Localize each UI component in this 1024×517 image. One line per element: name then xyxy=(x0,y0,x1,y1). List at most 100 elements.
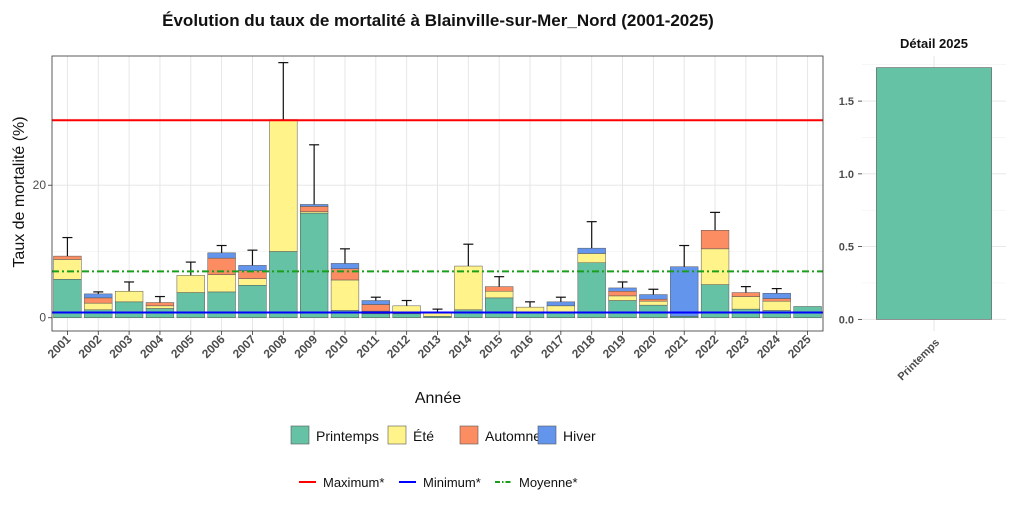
error-bar-2011 xyxy=(370,296,381,301)
bar-2014-Printemps xyxy=(454,309,483,318)
error-bar-2021 xyxy=(679,244,690,267)
error-bar-2022 xyxy=(710,211,721,231)
legend-label: Hiver xyxy=(563,428,596,444)
x-tick-label-2009: 2009 xyxy=(291,332,320,361)
legend-item-Maximum: Maximum* xyxy=(299,475,384,490)
x-tick-label-2014: 2014 xyxy=(446,332,475,361)
legend-label: Minimum* xyxy=(423,475,481,490)
legend-label: Été xyxy=(413,428,434,444)
x-tick-label-2001: 2001 xyxy=(45,332,74,361)
error-bar-2004 xyxy=(154,295,165,303)
legend-item-Moyenne: Moyenne* xyxy=(495,475,578,490)
bar-2003-Printemps xyxy=(114,301,144,318)
bar-2001-Automne xyxy=(53,255,82,260)
bar-2019-Hiver xyxy=(608,287,637,292)
bar-2012-Printemps xyxy=(392,313,421,318)
detail-bar-Printemps xyxy=(876,67,992,320)
error-bar-2015 xyxy=(494,276,505,287)
legend: Printemps Été Automne Hiver Maximum* Minimum*… xyxy=(290,425,596,490)
bar-2002-Printemps xyxy=(84,309,113,318)
error-bar-2017 xyxy=(555,296,566,302)
bar-2015-Printemps xyxy=(485,297,514,318)
bar-2011-Automne xyxy=(361,304,390,312)
legend-item-Hiver: Hiver xyxy=(537,425,596,445)
bar-2021-Hiver xyxy=(670,266,699,317)
x-tick-label-2016: 2016 xyxy=(507,332,536,361)
bar-2018-Hiver xyxy=(577,247,606,254)
bar-2019-Automne xyxy=(608,290,637,297)
bar-2015-Automne xyxy=(485,286,514,292)
x-tick-label-2003: 2003 xyxy=(106,332,135,361)
bar-2005-Été xyxy=(176,275,205,293)
bar-2002-Hiver xyxy=(84,293,113,299)
bar-2008-Été xyxy=(269,119,298,252)
x-tick-label-2015: 2015 xyxy=(477,332,506,361)
bar-2022-Été xyxy=(700,248,730,285)
legend-label: Automne xyxy=(485,428,541,444)
bar-2024-Automne xyxy=(762,298,791,302)
main-chart-title: Évolution du taux de mortalité à Blainvi… xyxy=(162,11,714,30)
error-bar-2003 xyxy=(124,281,135,292)
legend-item-Printemps: Printemps xyxy=(290,425,379,445)
bar-2010-Été xyxy=(330,279,360,311)
legend-label: Maximum* xyxy=(323,475,384,490)
error-bar-2009 xyxy=(309,144,320,205)
x-tick-label-2002: 2002 xyxy=(76,332,105,361)
legend-swatch xyxy=(537,425,557,445)
x-tick-label-2004: 2004 xyxy=(137,332,166,361)
bar-2014-Été xyxy=(454,265,483,311)
bar-2009-Printemps xyxy=(300,212,329,318)
detail-y-tick-label-0.5: 0.5 xyxy=(839,242,854,254)
error-bar-2010 xyxy=(339,248,350,264)
error-bar-2008 xyxy=(278,62,289,120)
legend-label: Moyenne* xyxy=(519,475,578,490)
x-tick-label-2017: 2017 xyxy=(538,332,567,361)
bar-2001-Printemps xyxy=(53,279,82,318)
detail-y-tick-label-1: 1.0 xyxy=(839,169,854,181)
error-bar-2020 xyxy=(648,288,659,295)
x-tick-label-2020: 2020 xyxy=(631,332,660,361)
x-tick-label-2005: 2005 xyxy=(168,332,197,361)
x-tick-label-2019: 2019 xyxy=(600,332,629,361)
x-tick-label-2006: 2006 xyxy=(199,332,228,361)
bar-2024-Hiver xyxy=(762,292,791,299)
bar-2020-Hiver xyxy=(639,294,668,300)
y-axis-title: Taux de mortalité (%) xyxy=(11,116,28,267)
error-bar-2005 xyxy=(185,261,196,276)
x-tick-label-2022: 2022 xyxy=(692,332,721,361)
error-bar-2019 xyxy=(617,281,628,288)
error-bar-2012 xyxy=(401,299,412,306)
bar-2023-Automne xyxy=(731,292,761,297)
bar-2001-Été xyxy=(53,259,82,280)
bar-2008-Printemps xyxy=(269,251,298,318)
bar-2003-Été xyxy=(114,290,144,303)
detail-chart-title: Détail 2025 xyxy=(900,36,968,51)
legend-label: Printemps xyxy=(316,428,379,444)
error-bar-2006 xyxy=(216,244,227,253)
bar-2006-Hiver xyxy=(207,252,236,259)
detail-y-tick-label-0: 0.0 xyxy=(839,314,854,326)
bar-2020-Été xyxy=(639,300,668,306)
bar-2015-Été xyxy=(485,290,514,299)
bar-2004-Été xyxy=(145,305,175,309)
error-bar-2023 xyxy=(740,286,751,293)
y-tick-label-20: 20 xyxy=(33,178,47,192)
bar-2011-Hiver xyxy=(361,300,390,305)
x-tick-label-2007: 2007 xyxy=(230,332,259,361)
x-tick-label-2024: 2024 xyxy=(754,332,783,361)
x-tick-label-2023: 2023 xyxy=(723,332,752,361)
bar-2016-Printemps xyxy=(515,312,545,318)
bar-2007-Hiver xyxy=(238,265,267,271)
bar-2002-Été xyxy=(84,302,113,311)
bar-2006-Printemps xyxy=(207,291,236,318)
error-bar-2002 xyxy=(93,291,104,294)
legend-item-Automne: Automne xyxy=(459,425,541,445)
bar-2019-Été xyxy=(608,295,637,301)
bar-2011-Printemps xyxy=(361,313,390,318)
error-bar-2016 xyxy=(525,301,536,308)
x-tick-label-2013: 2013 xyxy=(415,332,444,361)
detail-y-tick-label-1.5: 1.5 xyxy=(839,96,854,108)
